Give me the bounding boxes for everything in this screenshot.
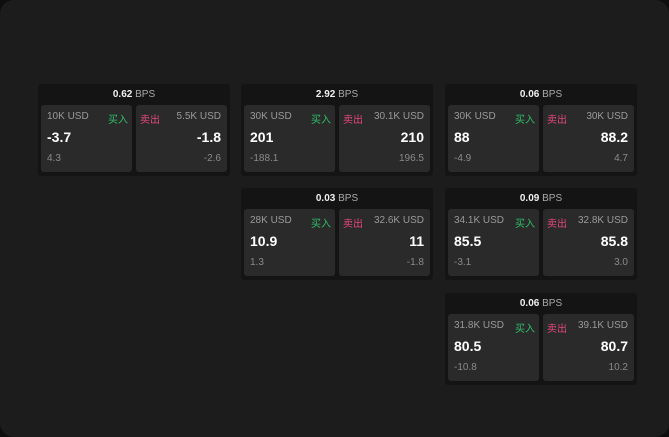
buy-change: -10.8 [454, 362, 477, 373]
spread-header: 2.92 BPS [241, 84, 433, 105]
buy-label: 买入 [515, 324, 535, 335]
sell-button[interactable]: 卖出 30K USD 88.2 4.7 [543, 105, 634, 172]
buy-change: 1.3 [250, 257, 264, 268]
spread-unit: BPS [542, 89, 563, 100]
sell-price: 210 [400, 129, 424, 145]
sell-change: -1.8 [406, 257, 424, 268]
buy-label: 买入 [515, 219, 535, 230]
sell-label: 卖出 [547, 324, 567, 335]
buy-button[interactable]: 28K USD 买入 10.9 1.3 [244, 209, 335, 276]
sell-price: -1.8 [196, 129, 221, 145]
buy-price: -3.7 [47, 129, 72, 145]
sell-button[interactable]: 卖出 39.1K USD 80.7 10.2 [543, 314, 634, 381]
spread-header: 0.06 BPS [445, 293, 637, 314]
buy-quantity: 30K USD [250, 111, 292, 122]
sell-quantity: 30K USD [586, 111, 628, 122]
buy-change: 4.3 [47, 153, 61, 164]
sell-quantity: 32.8K USD [577, 215, 628, 226]
buy-label: 买入 [311, 219, 331, 230]
sell-quantity: 5.5K USD [176, 111, 221, 122]
spread-header: 0.62 BPS [38, 84, 230, 105]
sell-button[interactable]: 卖出 30.1K USD 210 196.5 [339, 105, 430, 172]
buy-price: 80.5 [454, 338, 482, 354]
sell-button[interactable]: 卖出 32.6K USD 11 -1.8 [339, 209, 430, 276]
spread-value: 0.06 [519, 298, 540, 309]
sell-label: 卖出 [547, 219, 567, 230]
buy-label: 买入 [515, 115, 535, 126]
buy-button[interactable]: 34.1K USD 买入 85.5 -3.1 [448, 209, 539, 276]
sell-price: 11 [409, 233, 424, 249]
spread-value: 2.92 [315, 89, 336, 100]
price-panel: 0.06 BPS 31.8K USD 买入 80.5 -10.8 卖出 39.1… [445, 293, 637, 385]
spread-header: 0.06 BPS [445, 84, 637, 105]
buy-label: 买入 [108, 115, 128, 126]
price-panel: 2.92 BPS 30K USD 买入 201 -188.1 卖出 30.1K … [241, 84, 433, 176]
price-panel: 0.09 BPS 34.1K USD 买入 85.5 -3.1 卖出 32.8K… [445, 188, 637, 280]
sell-quantity: 32.6K USD [373, 215, 424, 226]
sell-label: 卖出 [140, 115, 160, 126]
buy-button[interactable]: 30K USD 买入 201 -188.1 [244, 105, 335, 172]
spread-unit: BPS [135, 89, 156, 100]
sell-quantity: 30.1K USD [373, 111, 424, 122]
sell-button[interactable]: 卖出 5.5K USD -1.8 -2.6 [136, 105, 227, 172]
buy-change: -4.9 [454, 153, 472, 164]
buy-change: -3.1 [454, 257, 472, 268]
spread-value: 0.62 [112, 89, 133, 100]
buy-price: 201 [250, 129, 274, 145]
sell-price: 85.8 [600, 233, 628, 249]
sell-price: 88.2 [600, 129, 628, 145]
sell-button[interactable]: 卖出 32.8K USD 85.8 3.0 [543, 209, 634, 276]
spread-header: 0.09 BPS [445, 188, 637, 209]
buy-quantity: 30K USD [454, 111, 496, 122]
buy-button[interactable]: 30K USD 买入 88 -4.9 [448, 105, 539, 172]
sell-change: -2.6 [203, 153, 221, 164]
spread-unit: BPS [338, 193, 359, 204]
buy-quantity: 31.8K USD [454, 320, 505, 331]
spread-unit: BPS [338, 89, 359, 100]
sell-change: 4.7 [614, 153, 628, 164]
sell-change: 196.5 [398, 153, 424, 164]
spread-value: 0.09 [519, 193, 540, 204]
sell-quantity: 39.1K USD [577, 320, 628, 331]
sell-label: 卖出 [547, 115, 567, 126]
buy-label: 买入 [311, 115, 331, 126]
buy-button[interactable]: 10K USD 买入 -3.7 4.3 [41, 105, 132, 172]
price-panel: 0.62 BPS 10K USD 买入 -3.7 4.3 卖出 5.5K USD… [38, 84, 230, 176]
sell-label: 卖出 [343, 219, 363, 230]
buy-quantity: 34.1K USD [454, 215, 505, 226]
sell-change: 10.2 [608, 362, 628, 373]
spread-unit: BPS [542, 193, 563, 204]
buy-change: -188.1 [250, 153, 279, 164]
sell-change: 3.0 [614, 257, 628, 268]
buy-price: 88 [454, 129, 470, 145]
sell-price: 80.7 [600, 338, 628, 354]
spread-header: 0.03 BPS [241, 188, 433, 209]
buy-quantity: 28K USD [250, 215, 292, 226]
sell-label: 卖出 [343, 115, 363, 126]
spread-unit: BPS [542, 298, 563, 309]
spread-value: 0.03 [315, 193, 336, 204]
price-panel: 0.06 BPS 30K USD 买入 88 -4.9 卖出 30K USD 8… [445, 84, 637, 176]
price-panel: 0.03 BPS 28K USD 买入 10.9 1.3 卖出 32.6K US… [241, 188, 433, 280]
buy-price: 85.5 [454, 233, 482, 249]
buy-price: 10.9 [250, 233, 278, 249]
spread-value: 0.06 [519, 89, 540, 100]
buy-quantity: 10K USD [47, 111, 89, 122]
buy-button[interactable]: 31.8K USD 买入 80.5 -10.8 [448, 314, 539, 381]
